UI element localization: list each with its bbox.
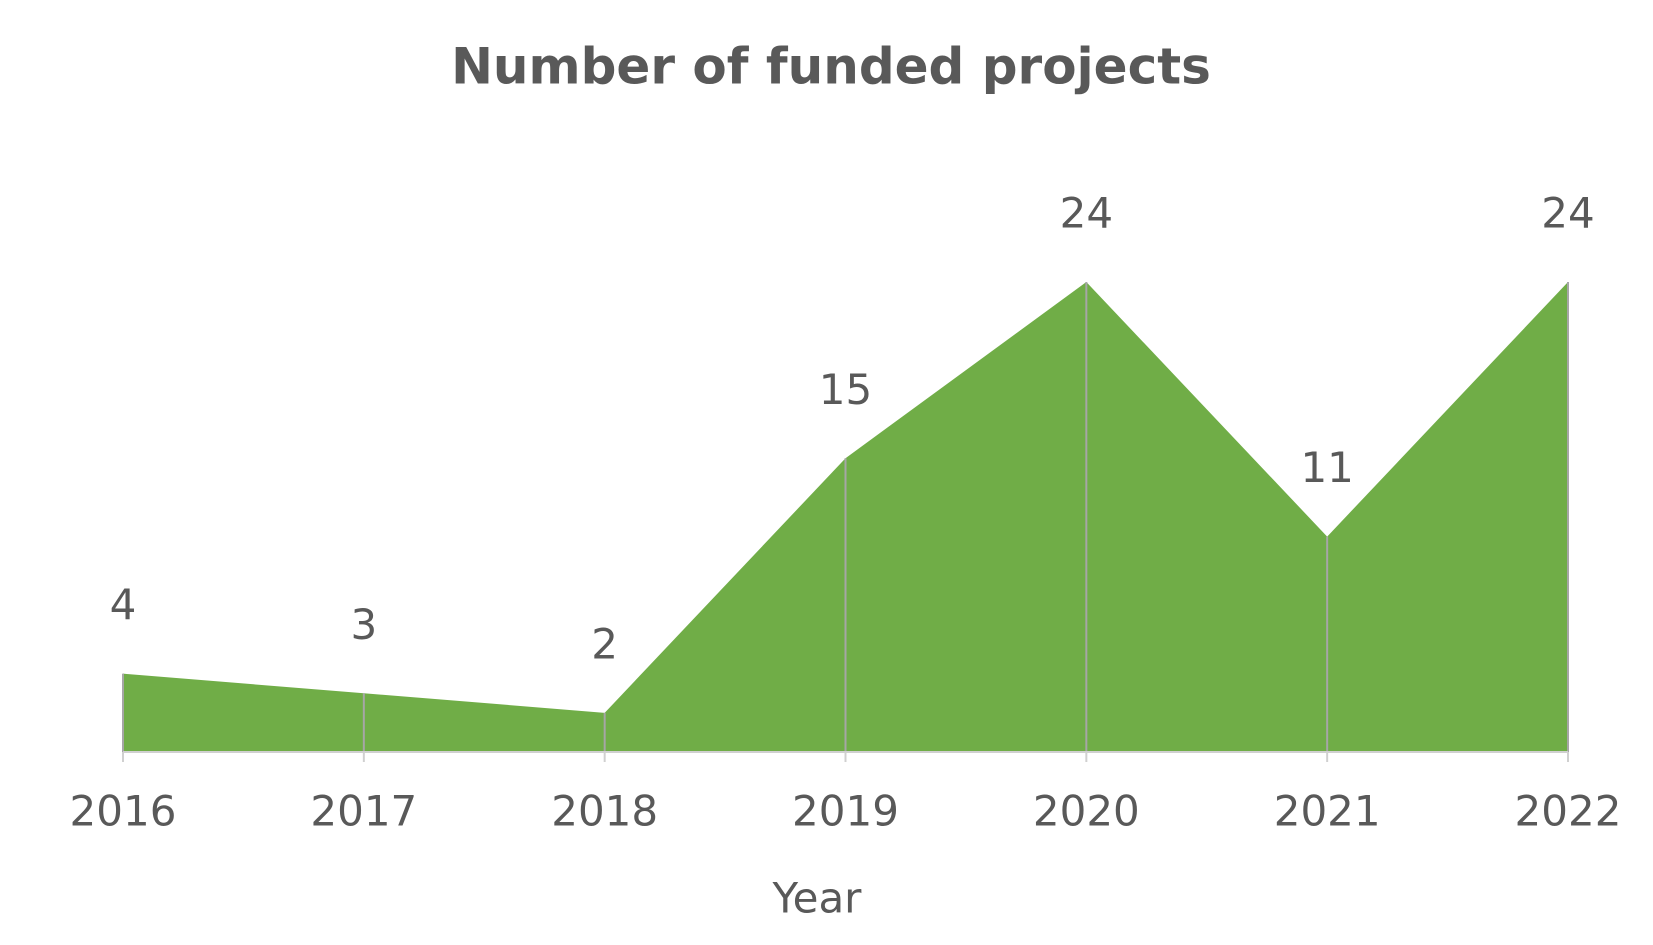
x-tick-label: 2022 — [1515, 787, 1622, 836]
x-tick-label: 2019 — [792, 787, 899, 836]
x-tick-label: 2017 — [310, 787, 417, 836]
value-label: 2 — [591, 619, 618, 668]
chart-title: Number of funded projects — [451, 38, 1211, 96]
x-tick-label: 2021 — [1274, 787, 1381, 836]
value-label: 11 — [1300, 443, 1353, 492]
x-tick-label: 2016 — [70, 787, 177, 836]
value-label: 24 — [1060, 189, 1113, 238]
value-label: 24 — [1541, 189, 1594, 238]
value-label: 4 — [110, 580, 137, 629]
value-label: 15 — [819, 365, 872, 414]
x-axis-title: Year — [772, 874, 863, 923]
x-tick-label: 2018 — [551, 787, 658, 836]
x-tick-label: 2020 — [1033, 787, 1140, 836]
value-label: 3 — [350, 600, 377, 649]
